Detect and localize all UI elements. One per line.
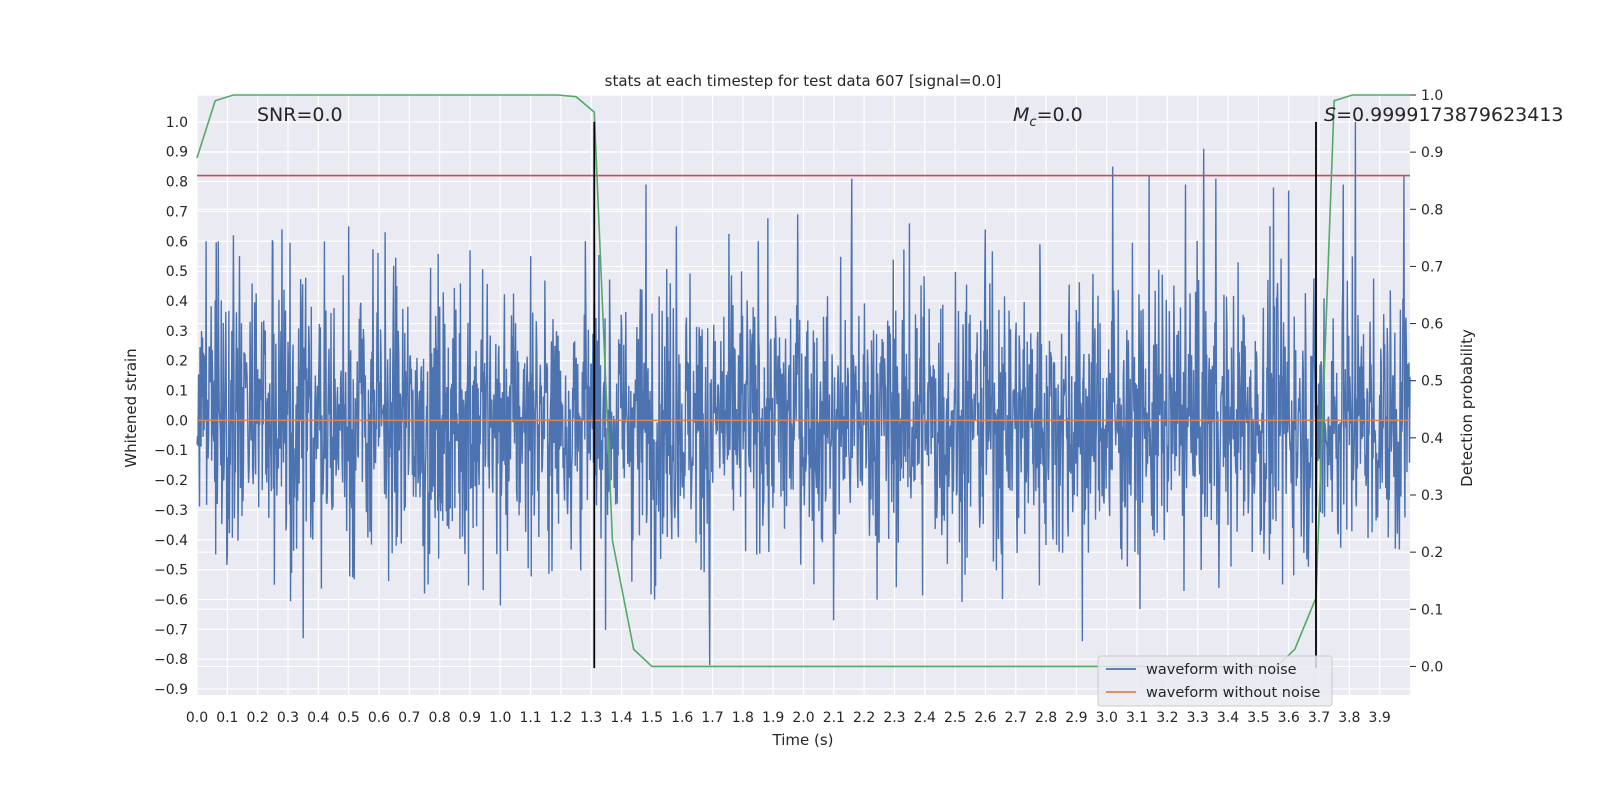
series-waveform-with-noise [196,121,1411,666]
x-tick-label: 1.1 [519,710,541,726]
y2-axis-label: Detection probability [1458,329,1476,487]
x-tick-label: 0.1 [216,710,238,726]
mc-subscript: c [1029,115,1036,130]
legend: waveform with noise waveform without noi… [1097,655,1333,707]
y-axis-label: Whitened strain [122,348,140,467]
y-tick-label: 0.1 [166,384,188,400]
x-tick-label: 0.9 [459,710,481,726]
x-tick-label: 1.0 [489,710,511,726]
y-tick-label: 0.9 [166,145,188,161]
x-tick-label: 3.7 [1308,710,1330,726]
x-tick-label: 1.8 [732,710,754,726]
s-value: =0.9999173879623413 [1336,104,1563,126]
y2-tick-label: 1.0 [1421,88,1443,104]
x-tick-label: 3.1 [1126,710,1148,726]
y-tick-label: 0.3 [166,324,188,340]
y-tick-label: 0.6 [166,234,188,250]
x-tick-label: 2.4 [914,710,936,726]
y2-tick-label: 0.0 [1421,659,1443,675]
x-tick-label: 1.9 [762,710,784,726]
x-tick-label: 3.8 [1338,710,1360,726]
y2-tick-label: 0.5 [1421,374,1443,390]
chart-title: stats at each timestep for test data 607… [605,72,1002,90]
x-tick-label: 3.2 [1156,710,1178,726]
x-tick-label: 3.9 [1369,710,1391,726]
x-tick-label: 3.3 [1187,710,1209,726]
y-axis-ticks: 1.0 0.9 0.8 0.7 0.6 0.5 0.4 0.3 0.2 0.1 0.0 −0.1 −0.… [154,115,188,698]
x-tick-label: 2.3 [883,710,905,726]
y2-tick-label: 0.8 [1421,202,1443,218]
x-tick-label: 0.8 [428,710,450,726]
snr-annotation: SNR=0.0 [257,104,343,126]
x-tick-label: 1.5 [641,710,663,726]
legend-label-clean: waveform without noise [1146,685,1320,701]
y2-tick-label: 0.3 [1421,488,1443,504]
y-tick-label: 1.0 [166,115,188,131]
y-tick-label: −0.4 [154,533,188,549]
x-tick-label: 0.2 [247,710,269,726]
x-tick-label: 3.0 [1096,710,1118,726]
x-axis-label: Time (s) [772,731,834,749]
y2-tick-label: 0.2 [1421,545,1443,561]
x-tick-label: 0.6 [368,710,390,726]
marker-lines [593,121,1317,669]
x-tick-label: 1.3 [580,710,602,726]
x-tick-label: 2.7 [1005,710,1027,726]
x-tick-label: 3.4 [1217,710,1239,726]
y-tick-label: −0.1 [154,443,188,459]
x-tick-label: 0.4 [307,710,329,726]
s-symbol: S [1324,104,1336,126]
x-tick-label: 2.9 [1065,710,1087,726]
y2-tick-label: 0.6 [1421,317,1443,333]
x-tick-label: 2.1 [823,710,845,726]
y-tick-label: −0.8 [154,652,188,668]
x-tick-label: 3.6 [1278,710,1300,726]
y2-tick-label: 0.1 [1421,602,1443,618]
y-tick-label: 0.5 [166,264,188,280]
y-tick-label: 0.0 [166,413,188,429]
legend-label-noise: waveform with noise [1146,662,1297,678]
y-tick-label: 0.2 [166,354,188,370]
y2-axis-ticks: 1.0 0.9 0.8 0.7 0.6 0.5 0.4 0.3 0.2 0.1 0.0 [1410,88,1443,675]
x-tick-label: 1.4 [610,710,632,726]
x-tick-label: 2.5 [944,710,966,726]
x-tick-label: 1.7 [701,710,723,726]
y2-tick-label: 0.9 [1421,145,1443,161]
y2-tick-label: 0.7 [1421,259,1443,275]
x-tick-label: 2.8 [1035,710,1057,726]
x-tick-label: 0.5 [337,710,359,726]
x-axis-ticks: 0.0 0.1 0.2 0.3 0.4 0.5 0.6 0.7 0.8 0.9 1.0 1.1 1.2 1… [186,710,1391,726]
y-tick-label: −0.2 [154,473,188,489]
y-tick-label: 0.4 [166,294,188,310]
x-tick-label: 0.3 [277,710,299,726]
mc-symbol: M [1013,104,1029,126]
mc-value: =0.0 [1037,104,1083,126]
x-tick-label: 3.5 [1247,710,1269,726]
y-tick-label: −0.6 [154,592,188,608]
x-tick-label: 0.7 [398,710,420,726]
y-tick-label: −0.3 [154,503,188,519]
y-tick-label: −0.7 [154,622,188,638]
y-tick-label: 0.7 [166,204,188,220]
y-tick-label: 0.8 [166,175,188,191]
noise-waveform-path [196,121,1411,666]
x-tick-label: 1.6 [671,710,693,726]
x-tick-label: 0.0 [186,710,208,726]
y-tick-label: −0.5 [154,563,188,579]
y-tick-label: −0.9 [154,682,188,698]
x-tick-label: 1.2 [550,710,572,726]
score-annotation: S=0.9999173879623413 [1324,104,1564,126]
x-tick-label: 2.2 [853,710,875,726]
y2-tick-label: 0.4 [1421,431,1443,447]
legend-box [1097,655,1333,707]
x-tick-label: 2.6 [974,710,996,726]
x-tick-label: 2.0 [792,710,814,726]
chirp-mass-annotation: Mc=0.0 [1013,104,1083,130]
